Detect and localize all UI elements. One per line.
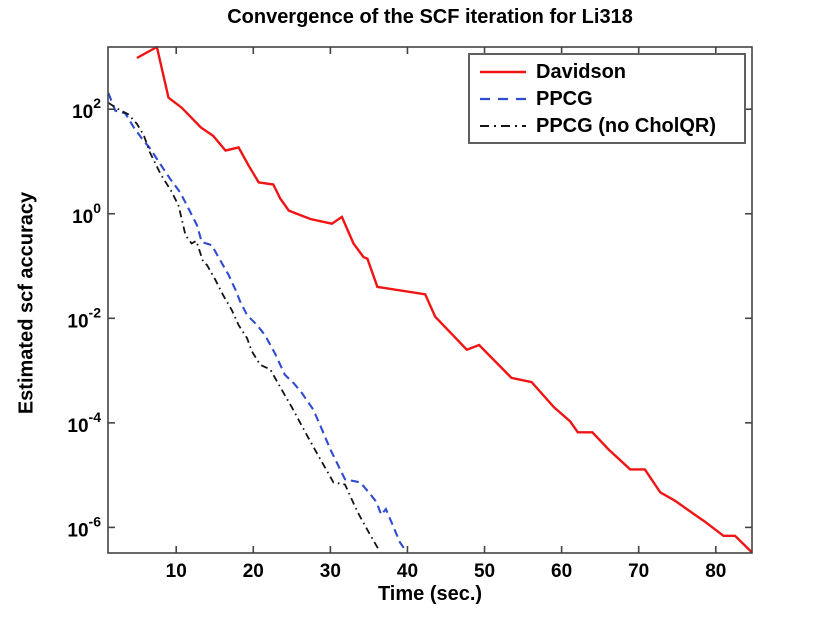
x-tick-label: 50: [474, 561, 495, 582]
legend-line-sample-ppcg-no-cholqr: [480, 124, 526, 127]
y-axis-label: Estimated scf accuracy: [15, 191, 38, 415]
x-tick-label: 40: [397, 561, 418, 582]
legend: Davidson PPCG PPCG (no CholQR): [468, 53, 746, 144]
y-tick-label: 10-6: [67, 513, 101, 541]
legend-item-ppcg: PPCG: [479, 85, 744, 112]
axes-box: [107, 46, 753, 554]
x-tick-label: 60: [551, 561, 572, 582]
legend-line-sample-davidson: [480, 70, 526, 73]
series-line-0: [136, 46, 753, 554]
legend-label-ppcg: PPCG: [536, 87, 593, 110]
legend-label-ppcg-no-cholqr: PPCG (no CholQR): [536, 114, 716, 137]
x-tick-label: 10: [166, 561, 187, 582]
x-axis-label: Time (sec.): [377, 583, 483, 605]
legend-item-davidson: Davidson: [479, 58, 744, 85]
chart-title: Convergence of the SCF iteration for Li3…: [227, 6, 633, 28]
y-tick-label: 10-2: [67, 304, 101, 332]
y-tick-label: 10-4: [67, 409, 101, 437]
series-lines: [107, 46, 753, 554]
x-tick-label: 20: [243, 561, 264, 582]
x-tick-label: 80: [705, 561, 726, 582]
x-tick-label: 70: [628, 561, 649, 582]
series-line-1: [107, 92, 406, 551]
y-tick-label: 102: [72, 95, 101, 123]
x-tick-label: 30: [320, 561, 341, 582]
series-line-2: [107, 102, 379, 550]
legend-line-sample-ppcg: [480, 97, 526, 100]
legend-item-ppcg-no-cholqr: PPCG (no CholQR): [479, 112, 744, 139]
legend-label-davidson: Davidson: [536, 60, 627, 83]
y-tick-label: 100: [72, 200, 101, 228]
